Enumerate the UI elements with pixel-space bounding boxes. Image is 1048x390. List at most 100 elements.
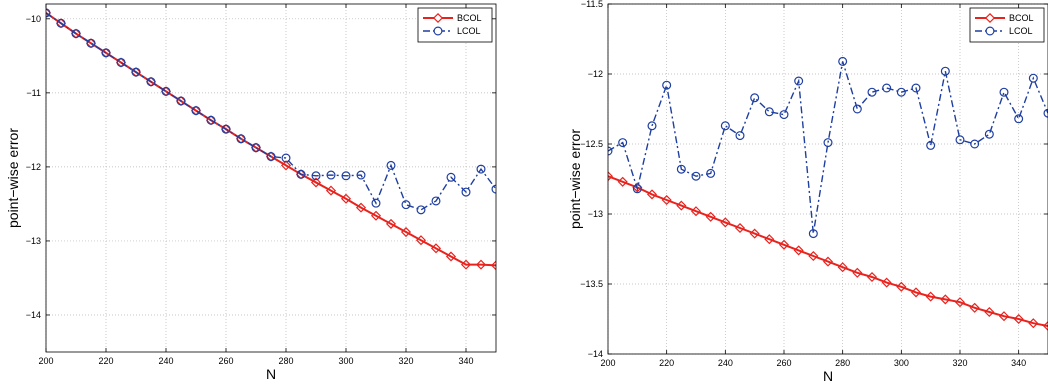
left-chart: 200 220 240 260 280 300 320 340 −10 −11 −12 −13 −14 N… xyxy=(5,3,497,382)
right-chart-lcol-point xyxy=(608,146,613,156)
left-chart-lcol-point xyxy=(266,152,276,162)
right-chart-lcol-point xyxy=(838,56,848,66)
left-chart-xtick-label: 280 xyxy=(278,356,293,366)
left-chart-legend-box xyxy=(417,7,493,43)
left-chart-lcol-point xyxy=(326,170,336,180)
left-chart-lcol-point xyxy=(206,115,216,125)
right-chart-xtick-label: 220 xyxy=(659,358,674,368)
right-chart-series-lcol xyxy=(608,56,1048,239)
left-chart-legend-marker-lcol xyxy=(433,26,443,36)
right-chart-lcol-point xyxy=(647,121,657,131)
right-chart-bcol-line xyxy=(608,175,1048,327)
left-chart-lcol-point xyxy=(491,184,496,194)
right-chart-series-bcol xyxy=(608,171,1048,332)
left-chart-bcol-point xyxy=(355,202,367,213)
left-chart-lcol-point xyxy=(236,134,246,144)
left-chart-lcol-point xyxy=(131,67,141,77)
right-chart-xtick-label: 300 xyxy=(894,358,909,368)
left-chart-bcol-point xyxy=(325,185,337,196)
right-chart-bcol-point xyxy=(940,294,951,305)
left-chart-xlabel: N xyxy=(266,366,276,382)
right-chart-ytick-label: −13 xyxy=(588,209,603,219)
right-chart-lcol-point xyxy=(1028,73,1038,83)
right-chart-bcol-point xyxy=(749,228,760,239)
right-chart-lcol-point xyxy=(882,83,892,93)
left-chart-lcol-point xyxy=(56,18,66,28)
right-chart-lcol-point xyxy=(720,121,730,131)
left-chart-bcol-point xyxy=(430,243,442,254)
right-chart-bcol-point xyxy=(608,171,614,182)
right-chart-legend-box xyxy=(969,7,1045,43)
left-chart-lcol-point xyxy=(71,29,81,39)
right-chart-lcol-point xyxy=(970,139,980,149)
right-chart-lcol-point xyxy=(896,87,906,97)
right-chart-bcol-point xyxy=(910,287,922,298)
left-chart-lcol-point xyxy=(446,172,456,182)
right-chart-lcol-point xyxy=(823,138,833,148)
right-chart-legend-label-bcol: BCOL xyxy=(1009,13,1034,23)
left-chart-bcol-point xyxy=(340,193,352,204)
right-chart-bcol-point xyxy=(1013,313,1024,325)
right-chart-lcol-point xyxy=(867,87,877,97)
left-chart-bcol-point xyxy=(460,259,472,270)
left-chart-series-lcol xyxy=(46,8,496,215)
left-chart-legend-label-bcol: BCOL xyxy=(457,13,482,23)
right-chart-bcol-point xyxy=(705,211,716,222)
right-chart-lcol-point xyxy=(940,66,950,76)
left-chart-lcol-point xyxy=(296,169,306,179)
left-chart-legend-label-lcol: LCOL xyxy=(457,26,481,36)
left-chart-lcol-point xyxy=(416,205,426,215)
right-chart-ytick-label: −12 xyxy=(588,69,603,79)
right-chart-xtick-label: 200 xyxy=(600,358,615,368)
right-chart-lcol-point xyxy=(706,168,716,178)
right-chart-bcol-point xyxy=(837,262,848,273)
left-chart-bcol-point xyxy=(46,7,52,18)
right-chart-lcol-point xyxy=(691,171,701,181)
left-chart-lcol-point xyxy=(431,196,441,206)
left-chart-lcol-point xyxy=(146,77,156,87)
right-chart-lcol-point xyxy=(794,76,804,86)
left-chart-bcol-point xyxy=(400,227,412,238)
right-chart-bcol-point xyxy=(1028,318,1039,329)
left-chart-xtick-label: 200 xyxy=(38,356,53,366)
left-chart-lcol-point xyxy=(386,160,396,170)
right-chart-lcol-point xyxy=(676,164,686,174)
right-chart-bcol-point xyxy=(984,306,995,318)
right-chart-xlabel: N xyxy=(823,368,833,384)
right-chart-lcol-point xyxy=(632,184,642,194)
left-chart-series-bcol xyxy=(46,7,496,271)
left-chart-bcol-point xyxy=(415,235,427,246)
right-chart-bcol-point xyxy=(617,176,628,187)
left-chart-ylabel: point−wise error xyxy=(5,128,21,228)
right-chart-lcol-point xyxy=(750,93,760,103)
right-chart-bcol-point xyxy=(646,189,658,200)
left-chart-bcol-point xyxy=(370,210,382,221)
right-chart-lcol-point xyxy=(1014,114,1024,124)
right-chart-lcol-point xyxy=(984,129,994,139)
right-chart-bcol-point xyxy=(969,302,980,313)
left-chart-lcol-point xyxy=(86,38,96,48)
left-chart-lcol-point xyxy=(371,198,381,208)
left-chart-xtick-label: 240 xyxy=(158,356,173,366)
left-chart-lcol-point xyxy=(161,86,171,96)
left-chart-xtick-label: 260 xyxy=(218,356,233,366)
left-chart-lcol-point xyxy=(401,200,411,210)
right-chart-legend: BCOL LCOL xyxy=(969,7,1045,43)
left-chart-lcol-point xyxy=(311,171,321,181)
right-chart-lcol-point xyxy=(852,104,862,114)
right-chart-bcol-point xyxy=(734,222,746,234)
left-chart-lcol-point xyxy=(476,164,486,174)
right-chart-bcol-point xyxy=(852,267,863,278)
right-chart-lcol-point xyxy=(999,87,1009,97)
left-chart-bcol-point xyxy=(310,177,322,188)
right-chart-lcol-point xyxy=(764,107,774,117)
right-chart-bcol-point xyxy=(925,291,936,302)
left-chart-ytick-label: −14 xyxy=(26,310,41,320)
right-chart-ytick-label: −11.5 xyxy=(581,0,603,9)
right-chart-bcol-point xyxy=(690,206,702,217)
left-chart-ytick-label: −11 xyxy=(26,88,41,98)
left-chart-xtick-label: 300 xyxy=(338,356,353,366)
right-chart-bcol-point xyxy=(896,281,907,292)
right-chart-bcol-point xyxy=(676,200,687,211)
